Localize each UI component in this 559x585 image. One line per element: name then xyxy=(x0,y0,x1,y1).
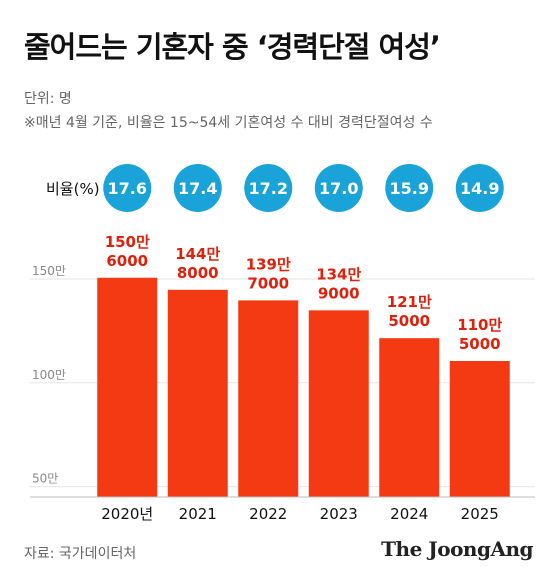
data-label: 110만 xyxy=(457,316,502,334)
bar xyxy=(238,300,299,497)
ratio-bubble xyxy=(455,164,504,212)
ratio-label: 17.0 xyxy=(319,179,358,198)
x-tick-label: 2024 xyxy=(390,505,428,523)
ratio-label: 17.2 xyxy=(249,179,288,198)
ratio-label: 17.6 xyxy=(108,179,147,198)
bar xyxy=(449,361,510,497)
data-label: 5000 xyxy=(388,312,430,330)
source-note: 자료: 국가데이터처 xyxy=(24,546,137,562)
data-label: 150만 xyxy=(105,233,150,251)
data-label: 7000 xyxy=(247,274,289,292)
brand-logo: The JoongAng xyxy=(381,537,533,561)
data-label: 9000 xyxy=(318,284,360,302)
ratio-bubble xyxy=(314,164,363,212)
x-tick-label: 2021 xyxy=(179,505,217,523)
y-tick-label: 50만 xyxy=(32,472,58,486)
ratio-row-label: 비율(%) xyxy=(46,180,100,198)
ratio-label: 17.4 xyxy=(178,179,217,198)
chart-title: 줄어드는 기혼자 중 ‘경력단절 여성’ xyxy=(24,30,441,64)
data-label: 121만 xyxy=(387,293,432,311)
x-tick-label: 2025 xyxy=(461,505,499,523)
ratio-bubble xyxy=(103,164,152,212)
data-label: 139만 xyxy=(246,255,291,273)
ratio-label: 15.9 xyxy=(390,179,429,198)
unit-label: 단위: 명 xyxy=(24,91,72,107)
y-tick-label: 100만 xyxy=(32,368,66,382)
data-label: 6000 xyxy=(106,252,148,270)
ratio-bubble xyxy=(385,164,434,212)
data-label: 8000 xyxy=(177,264,219,282)
ratio-bubble xyxy=(173,164,222,212)
data-label: 134만 xyxy=(316,265,361,283)
chart-note: ※매년 4월 기준, 비율은 15~54세 기혼여성 수 대비 경력단절여성 수 xyxy=(24,115,433,131)
bar xyxy=(167,289,228,497)
x-tick-label: 2022 xyxy=(249,505,287,523)
x-tick-label: 2020년 xyxy=(101,505,153,523)
data-label: 5000 xyxy=(459,335,501,353)
data-label: 144만 xyxy=(175,245,220,263)
y-tick-label: 150만 xyxy=(32,264,66,278)
bar xyxy=(97,277,158,497)
ratio-bubble xyxy=(244,164,293,212)
bar xyxy=(379,338,440,497)
ratio-label: 14.9 xyxy=(460,179,499,198)
bar xyxy=(308,310,369,497)
x-tick-label: 2023 xyxy=(320,505,358,523)
